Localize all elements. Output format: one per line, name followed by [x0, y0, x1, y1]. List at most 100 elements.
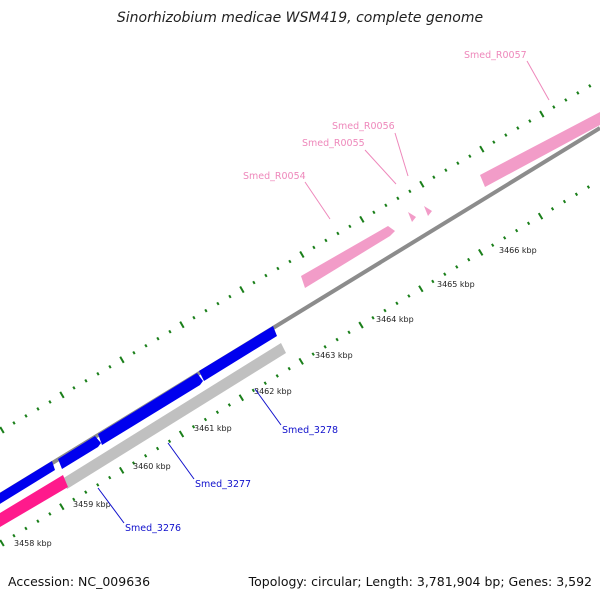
minor-tick	[552, 105, 556, 109]
minor-tick	[287, 366, 291, 371]
minor-tick	[72, 497, 76, 502]
major-tick	[238, 394, 245, 402]
minor-tick	[264, 273, 268, 278]
minor-tick	[228, 294, 232, 299]
minor-tick	[108, 475, 112, 480]
leader-line	[167, 442, 195, 480]
minor-tick	[24, 414, 28, 418]
minor-tick	[432, 175, 436, 180]
minor-tick	[132, 461, 136, 465]
minor-tick	[586, 185, 591, 189]
minor-tick	[312, 245, 316, 250]
minor-tick	[468, 154, 472, 158]
gene-label[interactable]: Smed_R0057	[464, 50, 527, 61]
rna-feature[interactable]	[301, 226, 395, 288]
major-tick	[539, 110, 545, 118]
rna-feature[interactable]	[408, 212, 416, 222]
leader-line	[364, 149, 397, 185]
tick-label: 3464 kbp	[376, 315, 414, 324]
gene-feature[interactable]	[98, 373, 203, 445]
major-tick	[0, 426, 5, 434]
minor-tick	[84, 379, 88, 383]
major-tick	[179, 321, 185, 329]
rna-feature[interactable]	[424, 206, 432, 216]
gene-feature[interactable]	[0, 461, 55, 507]
minor-tick	[252, 280, 256, 285]
minor-tick	[84, 490, 88, 494]
minor-tick	[455, 265, 459, 269]
minor-tick	[36, 519, 40, 524]
minor-tick	[276, 266, 280, 271]
rna-feature-group	[301, 112, 600, 288]
minor-tick	[371, 315, 375, 320]
minor-tick	[216, 301, 220, 306]
outer-tick-track	[0, 84, 592, 434]
major-tick	[298, 357, 304, 365]
minor-tick	[155, 446, 160, 451]
major-tick	[0, 539, 5, 547]
minor-tick	[72, 386, 76, 390]
leader-line	[97, 487, 125, 524]
minor-tick	[12, 533, 16, 538]
minor-tick	[311, 352, 315, 356]
blue-leader-lines	[97, 388, 282, 524]
minor-tick	[48, 400, 52, 404]
minor-tick	[407, 294, 411, 298]
tick-label: 3465 kbp	[437, 280, 475, 289]
gene-feature[interactable]	[58, 436, 101, 469]
minor-tick	[168, 329, 172, 334]
minor-tick	[372, 210, 376, 215]
minor-tick	[48, 512, 52, 516]
minor-tick	[132, 350, 136, 355]
minor-tick	[96, 372, 100, 376]
gene-feature-highlight[interactable]	[0, 475, 68, 530]
major-tick	[119, 356, 125, 364]
minor-tick	[96, 483, 100, 487]
minor-tick	[167, 439, 172, 444]
gene-label[interactable]: Smed_3276	[125, 523, 181, 534]
minor-tick	[396, 196, 400, 201]
minor-tick	[467, 257, 471, 262]
minor-tick	[516, 126, 520, 130]
major-tick	[537, 212, 544, 220]
leader-line	[304, 181, 331, 220]
tick-label: 3466 kbp	[499, 246, 537, 255]
minor-tick	[443, 272, 447, 277]
major-tick	[119, 466, 125, 474]
gene-label[interactable]: Smed_3277	[195, 479, 251, 490]
minor-tick	[227, 403, 232, 407]
minor-tick	[204, 308, 208, 313]
gene-label[interactable]: Smed_R0054	[243, 171, 306, 182]
minor-tick	[347, 330, 351, 335]
minor-tick	[526, 221, 531, 226]
minor-tick	[514, 228, 519, 233]
minor-tick	[215, 410, 220, 415]
minor-tick	[24, 526, 28, 531]
minor-tick	[503, 236, 507, 240]
minor-tick	[562, 199, 567, 204]
accession-text: Accession: NC_009636	[8, 574, 151, 589]
minor-tick	[588, 84, 592, 88]
minor-tick	[144, 343, 148, 348]
pink-leader-lines	[304, 60, 550, 220]
minor-tick	[456, 161, 460, 165]
tick-label: 3460 kbp	[133, 462, 171, 471]
major-tick	[359, 215, 365, 223]
gene-label[interactable]: Smed_R0056	[332, 121, 395, 132]
tick-label: 3459 kbp	[73, 500, 111, 509]
major-tick	[358, 321, 364, 329]
genome-summary-text: Topology: circular; Length: 3,781,904 bp…	[248, 574, 592, 589]
minor-tick	[395, 301, 399, 306]
gene-label[interactable]: Smed_R0055	[302, 138, 365, 149]
minor-tick	[143, 454, 148, 458]
gene-feature[interactable]	[199, 326, 277, 381]
minor-tick	[251, 388, 255, 393]
gene-label[interactable]: Smed_3278	[282, 425, 338, 436]
minor-tick	[192, 315, 196, 320]
minor-tick	[576, 91, 580, 95]
tick-label: 3463 kbp	[315, 351, 353, 360]
gene-feature[interactable]	[62, 343, 286, 489]
leader-line	[394, 132, 409, 177]
rna-feature[interactable]	[480, 112, 600, 187]
